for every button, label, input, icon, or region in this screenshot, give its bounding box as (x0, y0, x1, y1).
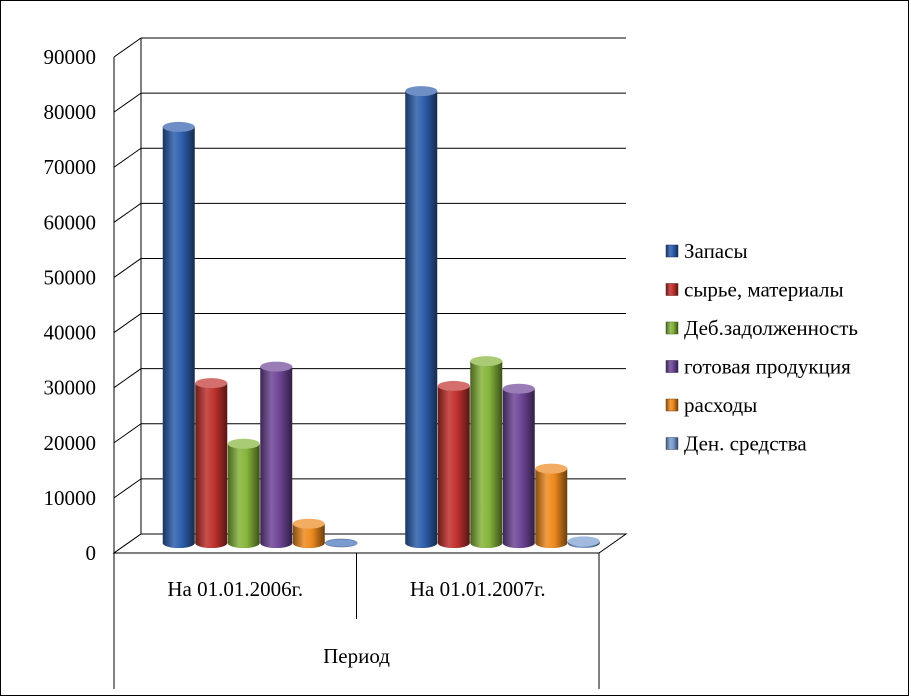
legend-label: Ден. средства (684, 432, 807, 456)
gridline-side (113, 147, 142, 168)
y-tick-label: 0 (86, 541, 97, 565)
gridline-side (113, 37, 142, 58)
legend-swatch (665, 360, 679, 373)
y-tick-label: 20000 (44, 431, 97, 455)
gridline-side (113, 478, 142, 499)
y-tick-label: 50000 (44, 265, 97, 289)
legend-swatch (665, 398, 679, 412)
bar-5-1 (567, 536, 600, 548)
legend-swatch (665, 321, 679, 335)
gridline-side (113, 202, 142, 223)
legend-label: сырье, материалы (684, 278, 844, 302)
legend-item: Ден. средства (665, 432, 807, 456)
bar-1-1 (437, 380, 470, 548)
bar-5-0 (325, 538, 358, 548)
legend-item: сырье, материалы (665, 278, 844, 302)
bar-3-1 (502, 383, 535, 548)
gridline-side (113, 258, 142, 278)
legend-label: Запасы (684, 239, 748, 263)
legend-swatch (665, 244, 679, 258)
legend-item: расходы (665, 393, 757, 417)
y-tick-label: 10000 (44, 486, 97, 510)
legend-swatch (665, 283, 679, 296)
y-tick-label: 80000 (44, 100, 97, 124)
x-group-label: Период (323, 644, 390, 668)
legend-label: Деб.задолженность (684, 316, 858, 340)
legend-item: готовая продукция (665, 355, 851, 379)
y-tick-label: 90000 (44, 45, 97, 69)
gridline-side (113, 423, 142, 444)
gridline-side (113, 313, 142, 333)
bar-0-1 (405, 86, 438, 548)
bar-2-1 (470, 356, 503, 548)
legend-label: расходы (684, 393, 757, 417)
gridline-side (113, 92, 142, 113)
bar-4-1 (535, 463, 568, 548)
legend-label: готовая продукция (684, 355, 851, 379)
bar-3-0 (260, 361, 293, 548)
bar-4-0 (292, 518, 325, 548)
y-tick-label: 30000 (44, 376, 97, 400)
gridline-side (113, 368, 142, 389)
y-tick-label: 60000 (44, 210, 97, 234)
legend-swatch (665, 437, 679, 450)
y-tick-label: 70000 (44, 155, 97, 179)
legend-item: Деб.задолженность (665, 316, 858, 340)
bar-2-0 (227, 438, 260, 548)
bar-0-0 (162, 121, 195, 548)
legend-item: Запасы (665, 239, 748, 263)
x-tick-label: На 01.01.2006г. (167, 577, 303, 601)
x-tick-label: На 01.01.2007г. (410, 577, 546, 601)
bar-1-0 (195, 378, 228, 548)
y-tick-label: 40000 (44, 321, 97, 345)
